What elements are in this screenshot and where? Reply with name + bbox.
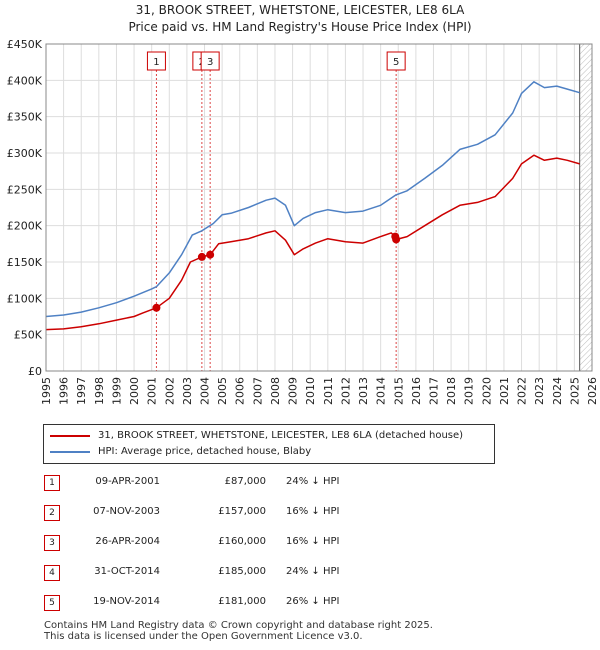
- x-tick-label: 2016: [410, 377, 423, 405]
- x-tick-label: 2012: [339, 377, 352, 405]
- hpi-line: [45, 81, 580, 318]
- sale-marker-box: [386, 51, 406, 71]
- sale-number-badge: 5: [44, 595, 60, 611]
- sale-date: 26-APR-2004: [95, 536, 160, 547]
- sale-marker-label: 5: [393, 57, 399, 68]
- footer: Contains HM Land Registry data © Crown c…: [44, 620, 433, 642]
- table-row: 1 09-APR-2001 £87,000 24% ↓ HPI: [0, 470, 600, 496]
- sale-number-badge: 3: [44, 535, 60, 551]
- x-tick-label: 1998: [93, 377, 106, 405]
- legend-swatch-hpi: [50, 451, 90, 453]
- sale-hpi-diff: 24% ↓ HPI: [286, 476, 340, 487]
- sale-price: £157,000: [218, 506, 266, 517]
- price-chart: 1995 1996 1997 1998 1999 2000 2001 2002 2003 2004…: [7, 38, 599, 405]
- x-tick-label: 2006: [234, 377, 247, 405]
- y-tick-label: £400K: [7, 74, 43, 87]
- x-tick-label: 2007: [251, 377, 264, 405]
- x-tick-label: 2000: [128, 377, 141, 405]
- sale-number-badge: 1: [44, 475, 60, 491]
- y-tick-label: £50K: [14, 329, 43, 342]
- x-tick-label: 2017: [427, 377, 440, 405]
- x-tick-label: 2014: [375, 377, 388, 405]
- x-tick-label: 1999: [110, 377, 123, 405]
- future-hatch-region: [579, 44, 592, 371]
- x-tick-label: 2005: [216, 377, 229, 405]
- sale-marker-label: 1: [153, 57, 159, 68]
- sale-date: 19-NOV-2014: [93, 596, 160, 607]
- x-tick-label: 2018: [445, 377, 458, 405]
- y-tick-label: £300K: [7, 147, 43, 160]
- sale-hpi-diff: 16% ↓ HPI: [286, 506, 340, 517]
- x-tick-label: 2026: [586, 377, 599, 405]
- x-tick-label: 2010: [304, 377, 317, 405]
- copyright-notice: Contains HM Land Registry data © Crown c…: [44, 620, 433, 631]
- x-tick-label: 2001: [146, 377, 159, 405]
- y-tick-label: £0: [28, 365, 42, 378]
- x-tick-label: 2002: [163, 377, 176, 405]
- sale-hpi-diff: 16% ↓ HPI: [286, 536, 340, 547]
- x-tick-label: 2024: [551, 377, 564, 405]
- legend: 31, BROOK STREET, WHETSTONE, LEICESTER, …: [43, 424, 495, 464]
- sale-price: £160,000: [218, 536, 266, 547]
- sale-price: £87,000: [224, 476, 266, 487]
- sale-date: 09-APR-2001: [95, 476, 160, 487]
- sale-price: £185,000: [218, 566, 266, 577]
- table-row: 5 19-NOV-2014 £181,000 26% ↓ HPI: [0, 590, 600, 616]
- y-tick-label: £150K: [7, 256, 43, 269]
- sale-point: [197, 252, 206, 261]
- sale-marker-box: [146, 51, 166, 71]
- sale-point: [206, 250, 215, 259]
- x-tick-label: 1996: [58, 377, 71, 405]
- x-tick-label: 2008: [269, 377, 282, 405]
- y-tick-label: £100K: [7, 292, 43, 305]
- sale-marker-label: 3: [207, 57, 213, 68]
- chart-title: 31, BROOK STREET, WHETSTONE, LEICESTER, …: [135, 3, 465, 17]
- sale-price: £181,000: [218, 596, 266, 607]
- x-tick-label: 2022: [516, 377, 529, 405]
- legend-label-hpi: HPI: Average price, detached house, Blab…: [98, 446, 312, 457]
- sale-hpi-diff: 24% ↓ HPI: [286, 566, 340, 577]
- sale-date: 07-NOV-2003: [93, 506, 160, 517]
- x-tick-label: 2004: [199, 377, 212, 405]
- sale-hpi-diff: 26% ↓ HPI: [286, 596, 340, 607]
- table-row: 3 26-APR-2004 £160,000 16% ↓ HPI: [0, 530, 600, 556]
- legend-swatch-property: [50, 435, 90, 437]
- x-tick-label: 2023: [533, 377, 546, 405]
- table-row: 2 07-NOV-2003 £157,000 16% ↓ HPI: [0, 500, 600, 526]
- x-tick-label: 2021: [498, 377, 511, 405]
- x-tick-label: 2013: [357, 377, 370, 405]
- plot-area: [46, 44, 592, 371]
- x-tick-label: 2009: [287, 377, 300, 405]
- y-tick-label: £200K: [7, 220, 43, 233]
- sale-number-badge: 4: [44, 565, 60, 581]
- x-tick-label: 2011: [322, 377, 335, 405]
- sale-point: [152, 303, 161, 312]
- legend-label-property: 31, BROOK STREET, WHETSTONE, LEICESTER, …: [98, 430, 464, 441]
- x-tick-label: 1997: [75, 377, 88, 405]
- chart-subtitle: Price paid vs. HM Land Registry's House …: [128, 20, 472, 34]
- y-tick-label: £350K: [7, 111, 43, 124]
- y-tick-label: £250K: [7, 183, 43, 196]
- sale-point: [392, 235, 401, 244]
- table-row: 4 31-OCT-2014 £185,000 24% ↓ HPI: [0, 560, 600, 586]
- x-tick-label: 2015: [392, 377, 405, 405]
- x-tick-label: 2019: [463, 377, 476, 405]
- x-tick-label: 2025: [568, 377, 581, 405]
- sale-number-badge: 2: [44, 505, 60, 521]
- x-tick-label: 2003: [181, 377, 194, 405]
- licence-notice: This data is licensed under the Open Gov…: [44, 631, 363, 642]
- y-tick-label: £450K: [7, 38, 43, 51]
- x-tick-label: 2020: [480, 377, 493, 405]
- x-tick-label: 1995: [40, 377, 53, 405]
- sale-marker-box: [200, 51, 220, 71]
- sale-date: 31-OCT-2014: [94, 566, 160, 577]
- plot-frame: [45, 43, 593, 372]
